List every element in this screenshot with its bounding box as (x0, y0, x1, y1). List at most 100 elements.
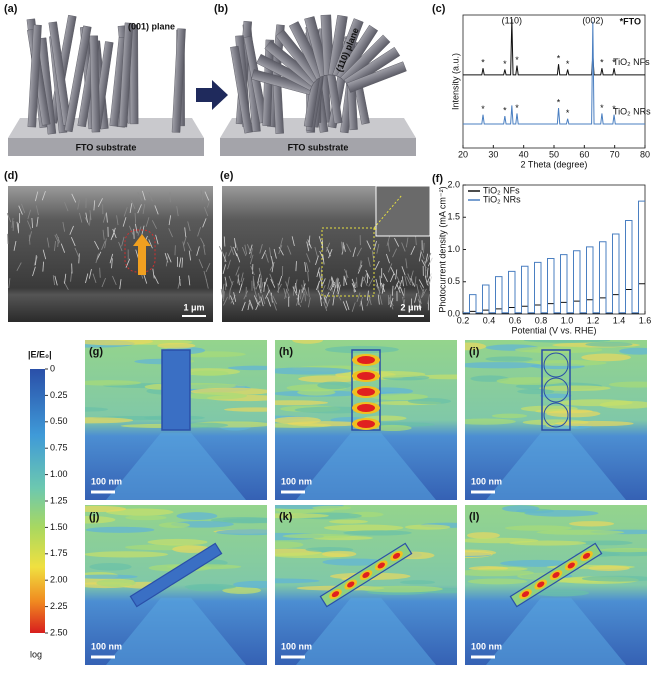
nanorod-field (541, 349, 571, 431)
y-tick-label: 2.0 (447, 179, 460, 189)
field-band (85, 505, 127, 513)
sem-grain (419, 285, 425, 295)
substrate-label: FTO substrate (76, 142, 137, 152)
sem-grain (200, 190, 204, 201)
sem-grain (255, 301, 261, 311)
sem-grain (337, 284, 341, 295)
sem-grain (112, 228, 117, 239)
sem-grain (319, 296, 323, 307)
field-band (275, 513, 329, 519)
x-tick-label: 30 (488, 149, 498, 159)
sem-grain (267, 288, 273, 298)
sem-grain (203, 270, 207, 281)
sem-grain (261, 250, 267, 260)
scale-label: 100 nm (471, 476, 502, 486)
x-tick-label: 0.6 (509, 315, 522, 325)
sem-grain (145, 217, 150, 227)
scale-label: 100 nm (471, 641, 502, 651)
fto-marker: * (503, 105, 507, 115)
x-tick-label: 0.8 (535, 315, 548, 325)
illustration (8, 14, 416, 156)
sem-grain (116, 215, 119, 226)
sem-grain (125, 258, 131, 268)
sem-grain (270, 278, 276, 288)
sem-grain (248, 301, 254, 311)
sem-grain (77, 199, 80, 210)
nanorod-tilted (319, 542, 413, 608)
sem-grain (363, 272, 368, 282)
sem-texture (6, 190, 433, 312)
sem-grain (122, 217, 127, 227)
sem-grain (36, 216, 39, 227)
fto-marker: * (481, 104, 485, 114)
sem-grain (165, 256, 169, 267)
field-band (532, 589, 590, 597)
field-band (404, 524, 451, 530)
field-band (233, 580, 267, 589)
sem-grain (259, 243, 263, 254)
sem-grain (106, 212, 108, 223)
nanoflake (340, 34, 391, 85)
sem-grain (229, 280, 234, 291)
sem-grain (197, 226, 201, 237)
field-band (216, 529, 267, 536)
sem-grain (168, 228, 173, 238)
sem-grain (178, 275, 181, 286)
sem-grain (423, 242, 425, 253)
colorbar (30, 369, 45, 633)
sem-grain (367, 290, 369, 301)
legend-label: TiO₂ NFs (613, 57, 650, 67)
nanoflake (288, 21, 326, 80)
sem-grain (336, 281, 340, 292)
x-tick-label: 1.0 (561, 315, 574, 325)
sem-grain (279, 237, 284, 248)
field-band (524, 509, 599, 517)
x-axis-label: Potential (V vs. RHE) (511, 325, 596, 335)
sem-grain (21, 203, 26, 214)
sem-grain (356, 247, 362, 257)
field-band (504, 525, 572, 531)
sem-grain (235, 266, 240, 276)
panel-label: (j) (89, 511, 100, 523)
field-band (89, 563, 132, 571)
sem-grain (151, 220, 157, 229)
legend-label: TiO₂ NRs (483, 194, 521, 204)
sem-grain (168, 215, 172, 226)
sem-grain (267, 297, 271, 307)
sem-grain (55, 233, 61, 243)
y-tick-label: 0.0 (447, 308, 460, 318)
sem-grain (375, 278, 379, 289)
sem-grain (137, 226, 142, 236)
sem-grain (85, 273, 89, 284)
sem-grain (71, 193, 77, 203)
field-band (585, 342, 633, 347)
sem-grain (410, 246, 416, 256)
sem-grain (295, 282, 298, 293)
sem-grain (95, 253, 99, 264)
plot-frame (462, 14, 646, 149)
field-band (343, 530, 412, 536)
field-band (500, 559, 575, 567)
sem-grain (387, 241, 390, 252)
sem-grain (247, 244, 252, 254)
peak-annotation: (110) (502, 15, 522, 25)
panel-label: (e) (220, 170, 234, 182)
field-band (581, 575, 647, 582)
sem-grain (52, 275, 56, 286)
sem-grain (414, 293, 418, 303)
field-band (578, 540, 633, 546)
field-band (317, 381, 352, 390)
sem-grain (13, 240, 17, 251)
sem-grain (363, 276, 368, 286)
sem-grain (368, 295, 372, 306)
colorbar-tick-label: 0.50 (50, 416, 68, 426)
sem-grain (356, 292, 361, 302)
sem-grain (260, 281, 264, 292)
sem-grain (220, 288, 224, 299)
sem-grain (365, 269, 371, 279)
sem-grain (360, 276, 364, 287)
sem-grain (371, 250, 375, 261)
sem-grain (204, 191, 210, 201)
hotspot (357, 420, 375, 428)
